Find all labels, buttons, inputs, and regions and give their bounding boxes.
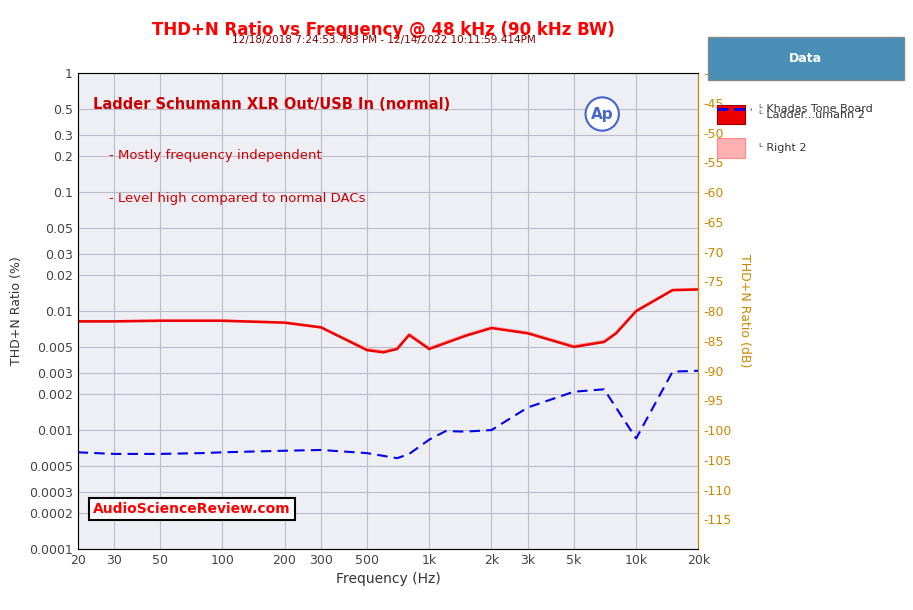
Text: THD+N Ratio vs Frequency @ 48 kHz (90 kHz BW): THD+N Ratio vs Frequency @ 48 kHz (90 kH… [152,21,614,40]
Text: AudioScienceReview.com: AudioScienceReview.com [93,501,290,515]
FancyBboxPatch shape [718,138,745,157]
Text: ᴸ Right 2: ᴸ Right 2 [759,143,806,153]
Y-axis label: THD+N Ratio (dB): THD+N Ratio (dB) [738,254,751,368]
Text: 12/18/2018 7:24:53.783 PM - 12/14/2022 10:11:59.414PM: 12/18/2018 7:24:53.783 PM - 12/14/2022 1… [232,35,535,45]
Text: ᴸ Ladder...umann 2: ᴸ Ladder...umann 2 [759,110,865,120]
Text: - Mostly frequency independent: - Mostly frequency independent [109,149,321,162]
Text: Data: Data [789,52,823,65]
Text: Ladder Schumann XLR Out/USB In (normal): Ladder Schumann XLR Out/USB In (normal) [93,97,450,112]
Text: ᴸ Khadas Tone Board: ᴸ Khadas Tone Board [759,104,872,114]
FancyBboxPatch shape [708,37,904,79]
X-axis label: Frequency (Hz): Frequency (Hz) [336,572,440,586]
FancyBboxPatch shape [718,105,745,124]
Text: Ap: Ap [591,107,614,121]
Text: - Level high compared to normal DACs: - Level high compared to normal DACs [109,192,365,205]
Y-axis label: THD+N Ratio (%): THD+N Ratio (%) [10,257,23,365]
